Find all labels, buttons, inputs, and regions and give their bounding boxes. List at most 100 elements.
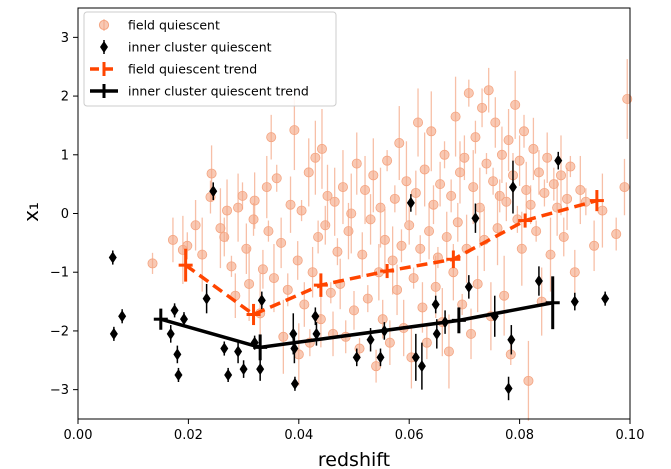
inner-point — [257, 294, 266, 307]
y-tick-label: 3 — [61, 31, 69, 46]
field-point — [313, 231, 324, 242]
field-point — [439, 149, 450, 160]
field-point — [468, 182, 479, 193]
field-point — [492, 223, 503, 234]
field-point — [282, 284, 293, 295]
field-point — [503, 135, 514, 146]
y-tick-label: −3 — [50, 383, 69, 398]
field-point — [589, 240, 600, 251]
inner-point — [411, 351, 420, 364]
inner-point — [504, 382, 513, 395]
field-point — [215, 223, 226, 234]
x-tick-label: 0.08 — [505, 428, 534, 443]
field-point — [428, 199, 439, 210]
inner-point — [170, 304, 179, 317]
field-point — [443, 346, 454, 357]
field-point — [597, 205, 608, 216]
inner-point — [311, 310, 320, 323]
field-point — [371, 361, 382, 372]
y-tick-label: 0 — [61, 207, 69, 222]
legend-label: inner cluster quiescent — [128, 40, 272, 55]
inner-point — [432, 327, 441, 340]
field-point — [528, 143, 539, 154]
field-quiescent-points — [147, 59, 633, 421]
field-point — [320, 220, 331, 231]
field-point — [539, 187, 550, 198]
field-point — [426, 126, 437, 137]
field-point — [389, 193, 400, 204]
field-point — [441, 231, 452, 242]
field-point — [401, 176, 412, 187]
y-axis-ticks: −3 −2 −1 0 1 2 3 — [50, 31, 78, 398]
field-point — [408, 273, 419, 284]
legend-box — [83, 11, 337, 107]
field-point — [542, 152, 553, 163]
inner-point — [289, 327, 298, 340]
y-tick-label: 2 — [61, 90, 69, 105]
field-point — [357, 249, 368, 260]
field-point — [303, 167, 314, 178]
field-point — [351, 158, 362, 169]
field-point — [531, 226, 542, 237]
field-point — [226, 261, 237, 272]
inner-point — [507, 333, 516, 346]
field-point — [307, 267, 318, 278]
field-point — [510, 99, 521, 110]
inner-cluster-points — [108, 151, 610, 401]
field-point — [292, 255, 303, 266]
field-point — [394, 138, 405, 149]
field-point — [474, 202, 485, 213]
field-point — [565, 161, 576, 172]
field-point — [222, 205, 233, 216]
field-point — [316, 143, 327, 154]
field-point — [545, 249, 556, 260]
field-point — [501, 196, 512, 207]
field-point — [452, 217, 463, 228]
field-point — [558, 231, 569, 242]
field-point — [477, 102, 488, 113]
field-point — [499, 290, 510, 301]
field-point — [310, 152, 321, 163]
field-point — [562, 193, 573, 204]
x-tick-label: 0.10 — [616, 428, 645, 443]
field-point — [368, 170, 379, 181]
inner-trend-line — [160, 301, 554, 350]
field-point — [494, 190, 505, 201]
field-point — [496, 149, 507, 160]
field-trend-line — [178, 190, 604, 326]
field-point — [248, 214, 259, 225]
inner-point — [471, 212, 480, 225]
field-point — [360, 185, 371, 196]
inner-point — [534, 275, 543, 288]
field-point — [424, 226, 435, 237]
inner-point — [256, 363, 265, 376]
field-point — [575, 185, 586, 196]
inner-point — [464, 280, 473, 293]
field-point — [481, 158, 492, 169]
field-point — [377, 314, 388, 325]
inner-point — [174, 368, 183, 381]
field-point — [523, 375, 534, 386]
inner-point — [202, 292, 211, 305]
field-point — [278, 331, 289, 342]
field-point — [521, 185, 532, 196]
field-point — [470, 132, 481, 143]
field-point — [525, 199, 536, 210]
field-point — [463, 88, 474, 99]
x-axis-ticks: 0.00 0.02 0.04 0.06 0.08 0.10 — [64, 419, 645, 443]
field-point — [446, 190, 457, 201]
inner-trend-line — [153, 276, 560, 361]
field-point — [483, 85, 494, 96]
y-tick-label: −1 — [50, 266, 69, 281]
inner-point — [209, 185, 218, 198]
inner-point — [366, 333, 375, 346]
field-point — [233, 202, 244, 213]
x-tick-label: 0.02 — [174, 428, 203, 443]
legend-label: field quiescent — [128, 18, 220, 33]
field-point — [514, 155, 525, 166]
field-point — [417, 302, 428, 313]
legend-label: field quiescent trend — [128, 62, 257, 77]
field-point — [206, 168, 217, 179]
inner-point — [376, 351, 385, 364]
